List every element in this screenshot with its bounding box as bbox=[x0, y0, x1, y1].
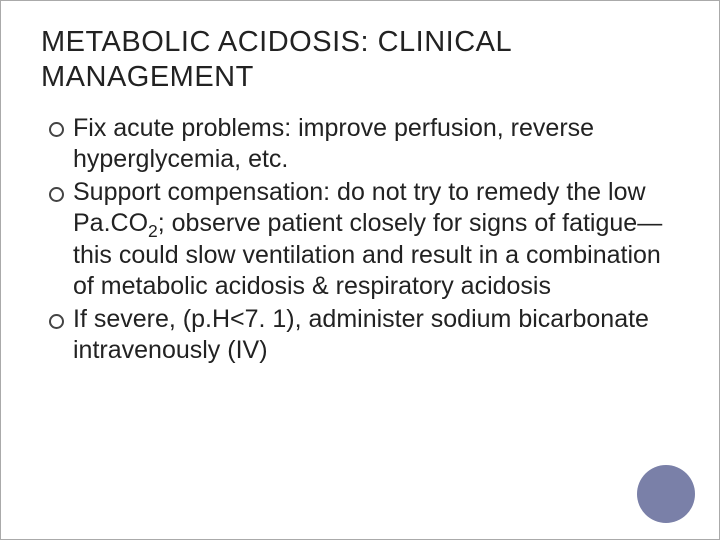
bullet-item: Fix acute problems: improve perfusion, r… bbox=[49, 113, 679, 176]
slide-container: METABOLIC ACIDOSIS: CLINICAL MANAGEMENT … bbox=[0, 0, 720, 540]
slide-title: METABOLIC ACIDOSIS: CLINICAL MANAGEMENT bbox=[41, 25, 679, 95]
bullet-item: Support compensation: do not try to reme… bbox=[49, 177, 679, 302]
bullet-item: If severe, (p.H<7. 1), administer sodium… bbox=[49, 304, 679, 367]
bullet-list: Fix acute problems: improve perfusion, r… bbox=[41, 113, 679, 367]
decorative-circle-icon bbox=[637, 465, 695, 523]
